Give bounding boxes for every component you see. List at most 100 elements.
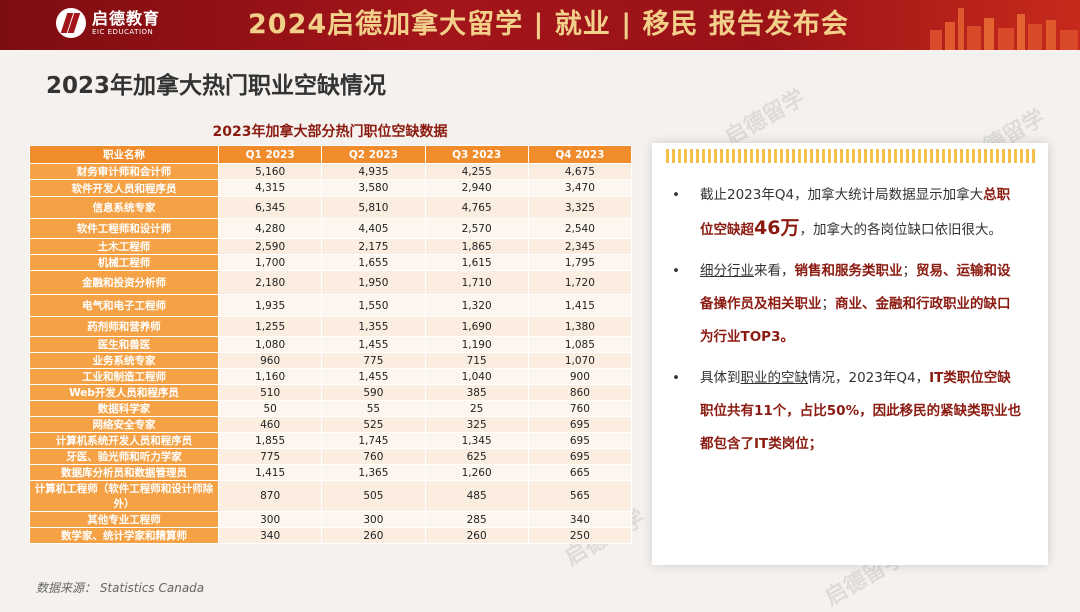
table-row: 数据库分析员和数据管理员 1,415 1,365 1,260 665 bbox=[29, 464, 633, 481]
table-row: 软件开发人员和程序员 4,315 3,580 2,940 3,470 bbox=[29, 179, 633, 197]
vacancy-value: 2,940 bbox=[424, 179, 529, 197]
occupation-name: 网络安全专家 bbox=[29, 416, 219, 433]
column-header: Q4 2023 bbox=[527, 145, 633, 164]
occupation-name: 其他专业工程师 bbox=[29, 511, 219, 528]
vacancy-value: 4,675 bbox=[527, 163, 633, 180]
vacancy-value: 1,950 bbox=[321, 270, 426, 295]
vacancy-value: 1,365 bbox=[321, 464, 426, 481]
column-header: Q3 2023 bbox=[424, 145, 529, 164]
occupation-name: 数据科学家 bbox=[29, 400, 219, 417]
table-row: 业务系统专家 960 775 715 1,070 bbox=[29, 352, 633, 369]
data-source: 数据来源： Statistics Canada bbox=[36, 581, 205, 595]
table-row: 软件工程师和设计师 4,280 4,405 2,570 2,540 bbox=[29, 218, 633, 239]
vacancy-table: 职业名称 Q1 2023 Q2 2023 Q3 2023 Q4 2023 财务审… bbox=[29, 145, 633, 544]
table-row: 信息系统专家 6,345 5,810 4,765 3,325 bbox=[29, 196, 633, 219]
table-row: 计算机工程师（软件工程师和设计师除外） 870 505 485 565 bbox=[29, 480, 633, 512]
vacancy-value: 715 bbox=[424, 352, 529, 369]
text: ； bbox=[902, 263, 917, 279]
occupation-name: 工业和制造工程师 bbox=[29, 368, 219, 385]
vacancy-value: 2,345 bbox=[527, 238, 633, 255]
vacancy-value: 285 bbox=[424, 511, 529, 528]
vacancy-value: 1,320 bbox=[424, 294, 529, 317]
highlight-number: 46万 bbox=[754, 217, 800, 239]
table-row: 土木工程师 2,590 2,175 1,865 2,345 bbox=[29, 238, 633, 255]
table-row: 机械工程师 1,700 1,655 1,615 1,795 bbox=[29, 254, 633, 271]
vacancy-value: 1,720 bbox=[527, 270, 633, 295]
table-body: 财务审计师和会计师 5,160 4,935 4,255 4,675 软件开发人员和程序员 4… bbox=[29, 163, 633, 544]
vacancy-value: 3,470 bbox=[527, 179, 633, 197]
vacancy-value: 1,935 bbox=[217, 294, 323, 317]
vacancy-value: 1,550 bbox=[321, 294, 426, 317]
occupation-name: 数学家、统计学家和精算师 bbox=[29, 527, 219, 544]
city-skyline-icon bbox=[930, 8, 1078, 50]
table-header-row: 职业名称 Q1 2023 Q2 2023 Q3 2023 Q4 2023 bbox=[29, 145, 633, 164]
occupation-name: 业务系统专家 bbox=[29, 352, 219, 369]
table-row: 牙医、验光师和听力学家 775 760 625 695 bbox=[29, 448, 633, 465]
text: 截止2023年Q4，加拿大统计局数据显示加拿大 bbox=[700, 187, 984, 203]
vacancy-value: 5,160 bbox=[217, 163, 323, 180]
vacancy-value: 50 bbox=[217, 400, 323, 417]
vacancy-value: 695 bbox=[527, 448, 633, 465]
brand-logo: 启德教育 EIC EDUCATION bbox=[56, 8, 160, 38]
card-decoration bbox=[666, 149, 1036, 163]
occupation-name: 信息系统专家 bbox=[29, 196, 219, 219]
vacancy-value: 590 bbox=[321, 384, 426, 401]
highlight-text: 总职位空缺超 bbox=[700, 187, 1011, 238]
vacancy-value: 960 bbox=[217, 352, 323, 369]
vacancy-value: 6,345 bbox=[217, 196, 323, 219]
vacancy-value: 1,745 bbox=[321, 432, 426, 449]
table-row: 财务审计师和会计师 5,160 4,935 4,255 4,675 bbox=[29, 163, 633, 180]
column-header: Q2 2023 bbox=[321, 145, 426, 164]
table-row: 网络安全专家 460 525 325 695 bbox=[29, 416, 633, 433]
vacancy-value: 300 bbox=[217, 511, 323, 528]
occupation-name: 计算机工程师（软件工程师和设计师除外） bbox=[29, 480, 219, 512]
table-row: 计算机系统开发人员和程序员 1,855 1,745 1,345 695 bbox=[29, 432, 633, 449]
table-row: Web开发人员和程序员 510 590 385 860 bbox=[29, 384, 633, 401]
vacancy-value: 2,540 bbox=[527, 218, 633, 239]
vacancy-value: 1,085 bbox=[527, 336, 633, 353]
table-row: 数学家、统计学家和精算师 340 260 260 250 bbox=[29, 527, 633, 544]
vacancy-value: 525 bbox=[321, 416, 426, 433]
occupation-name: 药剂师和营养师 bbox=[29, 316, 219, 337]
vacancy-value: 1,040 bbox=[424, 368, 529, 385]
table-row: 药剂师和营养师 1,255 1,355 1,690 1,380 bbox=[29, 316, 633, 337]
header-banner: 启德教育 EIC EDUCATION 2024启德加拿大留学 | 就业 | 移民… bbox=[0, 0, 1080, 50]
vacancy-value: 1,710 bbox=[424, 270, 529, 295]
page-title: 2023年加拿大热门职业空缺情况 bbox=[46, 73, 387, 99]
vacancy-value: 300 bbox=[321, 511, 426, 528]
banner-title: 2024启德加拿大留学 | 就业 | 移民 报告发布会 bbox=[248, 9, 849, 40]
vacancy-value: 1,260 bbox=[424, 464, 529, 481]
text: 来看， bbox=[754, 263, 795, 279]
vacancy-value: 2,180 bbox=[217, 270, 323, 295]
occupation-name: 财务审计师和会计师 bbox=[29, 163, 219, 180]
occupation-name: 机械工程师 bbox=[29, 254, 219, 271]
vacancy-value: 340 bbox=[217, 527, 323, 544]
vacancy-value: 1,380 bbox=[527, 316, 633, 337]
vacancy-value: 1,655 bbox=[321, 254, 426, 271]
occupation-name: 土木工程师 bbox=[29, 238, 219, 255]
highlight-text: 商业、金融和行政职业的缺口为行业TOP3。 bbox=[700, 296, 1011, 345]
vacancy-value: 4,315 bbox=[217, 179, 323, 197]
vacancy-value: 775 bbox=[321, 352, 426, 369]
vacancy-value: 2,590 bbox=[217, 238, 323, 255]
vacancy-value: 1,855 bbox=[217, 432, 323, 449]
vacancy-value: 775 bbox=[217, 448, 323, 465]
table-title: 2023年加拿大部分热门职位空缺数据 bbox=[212, 124, 448, 140]
vacancy-value: 1,355 bbox=[321, 316, 426, 337]
vacancy-value: 1,455 bbox=[321, 336, 426, 353]
occupation-name: 牙医、验光师和听力学家 bbox=[29, 448, 219, 465]
highlight-text: IT类职位空缺职位共有11个，占比50%，因此移民的紧缺类职业也都包含了IT类岗… bbox=[700, 370, 1022, 452]
vacancy-value: 1,255 bbox=[217, 316, 323, 337]
occupation-name: 软件开发人员和程序员 bbox=[29, 179, 219, 197]
vacancy-value: 385 bbox=[424, 384, 529, 401]
text: ，加拿大的各岗位缺口依旧很大。 bbox=[799, 222, 1002, 238]
highlight-text: 销售和服务类职业 bbox=[794, 263, 903, 279]
vacancy-value: 1,455 bbox=[321, 368, 426, 385]
vacancy-value: 665 bbox=[527, 464, 633, 481]
vacancy-value: 695 bbox=[527, 416, 633, 433]
occupation-name: 计算机系统开发人员和程序员 bbox=[29, 432, 219, 449]
occupation-name: 数据库分析员和数据管理员 bbox=[29, 464, 219, 481]
bullet-dot-icon: • bbox=[672, 370, 680, 386]
eic-logo-icon bbox=[56, 8, 86, 38]
column-header: Q1 2023 bbox=[217, 145, 323, 164]
